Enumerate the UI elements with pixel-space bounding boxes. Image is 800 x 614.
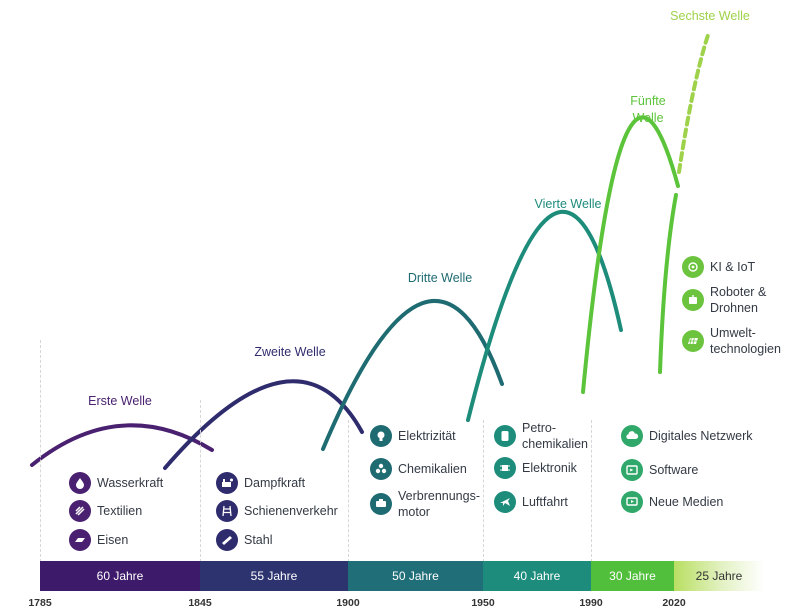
airplane-icon — [494, 491, 516, 513]
tech-item-label: Schienenverkehr — [244, 504, 338, 518]
wave-5-curve — [581, 115, 680, 394]
lightbulb-icon — [370, 425, 392, 447]
textile-icon — [69, 500, 91, 522]
divider-1950 — [483, 420, 484, 562]
ai-brain-icon — [682, 256, 704, 278]
tech-item: Eisen — [69, 529, 128, 551]
tech-item-label: Chemikalien — [398, 462, 467, 476]
tech-item-label: Petro- chemikalien — [522, 421, 589, 451]
oil-barrel-icon — [494, 425, 516, 447]
divider-1785 — [40, 340, 41, 562]
tech-item: Software — [621, 459, 698, 481]
wave-6-curve — [677, 30, 711, 174]
tech-item: Wasserkraft — [69, 472, 163, 494]
wave-label-4: Vierte Welle — [534, 197, 602, 211]
software-icon — [621, 459, 643, 481]
tech-item-label: Wasserkraft — [97, 476, 164, 490]
tech-item: Verbrennungs- motor — [370, 488, 480, 520]
year-label-1845: 1845 — [188, 597, 212, 609]
timeline-segment-2: 55 Jahre — [200, 561, 348, 591]
wave-4-curve — [466, 209, 623, 422]
chip-icon — [494, 457, 516, 479]
divider-1990 — [591, 420, 592, 562]
tech-item-label: Elektrizität — [398, 429, 456, 443]
timeline-segment-6: 25 Jahre — [674, 561, 764, 591]
tech-item: Dampfkraft — [216, 472, 305, 494]
tech-item: Digitales Netzwerk — [621, 425, 753, 447]
tech-item-label: Digitales Netzwerk — [649, 429, 753, 443]
tech-item: Elektrizität — [370, 425, 456, 447]
media-icon — [621, 491, 643, 513]
tech-item-label: KI & IoT — [710, 260, 756, 274]
tech-item-label: Roboter & Drohnen — [710, 285, 767, 315]
solar-panel-icon — [682, 330, 704, 352]
steel-icon — [216, 529, 238, 551]
tech-item: Chemikalien — [370, 458, 467, 480]
tech-item: Umwelt- technologien — [682, 325, 781, 357]
tech-item-label: Software — [649, 463, 699, 477]
tech-item: Elektronik — [494, 457, 577, 479]
tech-item-label: Umwelt- technologien — [710, 326, 781, 356]
wave-label-5: Fünfte Welle — [630, 94, 666, 125]
molecule-icon — [370, 458, 392, 480]
wave-label-2: Zweite Welle — [254, 345, 326, 359]
iron-icon — [69, 529, 91, 551]
cloud-network-icon — [621, 425, 643, 447]
wave-label-1: Erste Welle — [88, 394, 152, 408]
rail-icon — [216, 500, 238, 522]
robot-icon — [682, 289, 704, 311]
year-label-1990: 1990 — [579, 597, 603, 609]
steam-engine-icon — [216, 472, 238, 494]
tech-item-label: Elektronik — [522, 461, 577, 475]
timeline-segment-1: 60 Jahre — [40, 561, 200, 591]
wave-label-3: Dritte Welle — [407, 271, 473, 285]
tech-item-label: Stahl — [244, 533, 273, 547]
timeline-segment-4: 40 Jahre — [483, 561, 591, 591]
timeline-segment-5: 30 Jahre — [591, 561, 674, 591]
tech-item: Luftfahrt — [494, 491, 568, 513]
wave-label-6: Sechste Welle — [670, 9, 750, 23]
tech-item: Stahl — [216, 529, 273, 551]
timeline-segment-3: 50 Jahre — [348, 561, 483, 591]
year-label-1900: 1900 — [336, 597, 360, 609]
divider-1845 — [200, 400, 201, 562]
tech-item-label: Neue Medien — [649, 495, 724, 509]
year-label-1785: 1785 — [28, 597, 52, 609]
tech-item: KI & IoT — [682, 256, 755, 278]
wave-1-curve — [30, 423, 214, 467]
tech-item-label: Eisen — [97, 533, 129, 547]
wave-3-curve — [321, 299, 504, 451]
year-label-2020: 2020 — [662, 597, 686, 609]
tech-item-label: Textilien — [97, 504, 143, 518]
year-label-1950: 1950 — [471, 597, 495, 609]
tech-item-label: Dampfkraft — [244, 476, 306, 490]
water-power-icon — [69, 472, 91, 494]
tech-item-label: Luftfahrt — [522, 495, 568, 509]
tech-item: Neue Medien — [621, 491, 723, 513]
wave-5-tail — [658, 193, 678, 374]
tech-item: Petro- chemikalien — [494, 420, 588, 452]
tech-item: Schienenverkehr — [216, 500, 338, 522]
tech-item: Roboter & Drohnen — [682, 284, 766, 316]
tech-item: Textilien — [69, 500, 142, 522]
tech-item-label: Verbrennungs- motor — [398, 489, 481, 519]
divider-1900 — [348, 420, 349, 562]
engine-icon — [370, 493, 392, 515]
